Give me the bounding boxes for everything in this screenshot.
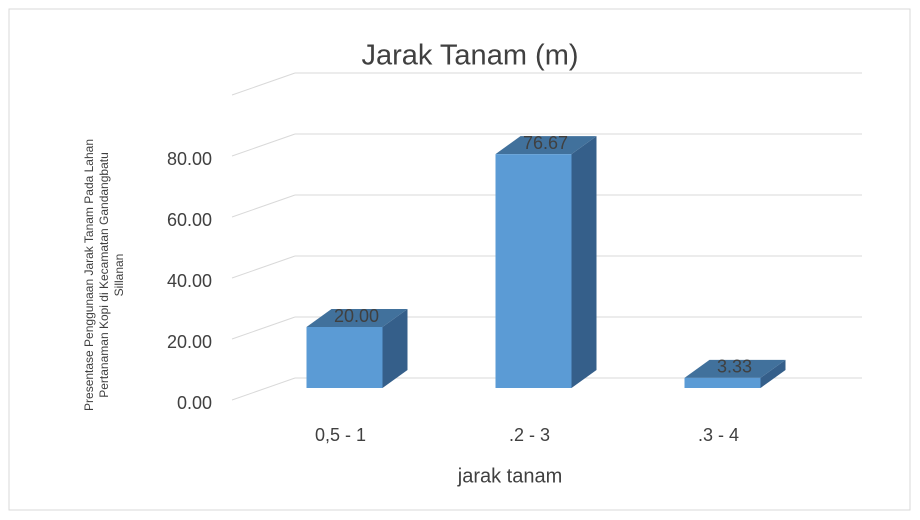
bar-top <box>306 309 408 327</box>
y-tick-label: 40.00 <box>167 271 212 291</box>
x-tick-label: .3 - 4 <box>698 425 739 445</box>
y-tick-label: 20.00 <box>167 332 212 352</box>
grid-line <box>231 133 296 157</box>
y-tick-label: 80.00 <box>167 149 212 169</box>
bar <box>684 377 761 388</box>
grid-line <box>231 316 296 340</box>
bar-side <box>571 136 597 388</box>
x-axis-title: jarak tanam <box>457 465 563 487</box>
grid-line <box>231 377 296 401</box>
y-axis-title: Presentase Penggunaan Jarak Tanam Pada L… <box>82 139 126 411</box>
data-label: 20.00 <box>334 306 379 326</box>
y-axis-title-line: Pertanaman Kopi di Kecamatan Gandangbatu <box>97 152 111 398</box>
bar <box>306 327 383 388</box>
bar <box>495 154 572 388</box>
y-axis-title-line: Presentase Penggunaan Jarak Tanam Pada L… <box>82 139 96 411</box>
data-label: 3.33 <box>717 357 752 377</box>
x-tick-label: .2 - 3 <box>509 425 550 445</box>
grid-line <box>231 255 296 279</box>
x-tick-label: 0,5 - 1 <box>315 425 366 445</box>
bar-side <box>382 309 408 388</box>
y-tick-label: 60.00 <box>167 210 212 230</box>
bar-side <box>760 359 786 388</box>
chart-title: Jarak Tanam (m) <box>361 40 578 72</box>
bar-top <box>495 136 597 155</box>
y-axis-title-line: Sillanan <box>112 254 126 297</box>
bar-top <box>684 359 786 378</box>
chart-border <box>8 8 911 511</box>
data-label: 76.67 <box>523 133 568 153</box>
grid-line <box>231 194 296 218</box>
grid-line <box>231 72 296 96</box>
y-tick-label: 0.00 <box>177 393 212 413</box>
